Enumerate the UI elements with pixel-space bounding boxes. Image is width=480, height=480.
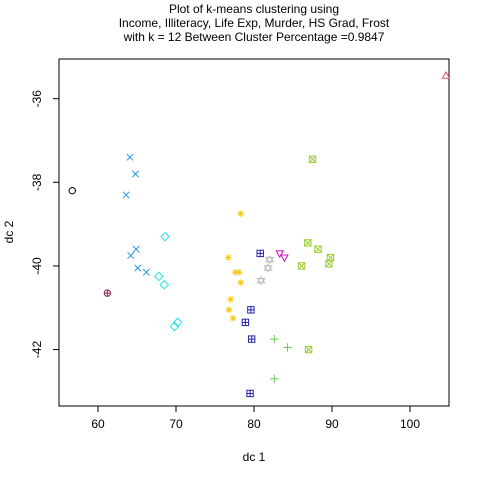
y-axis: -42 -40 -38 -36 bbox=[30, 90, 59, 359]
chart-title-line: Plot of k-means clustering using bbox=[169, 2, 339, 16]
data-point bbox=[169, 321, 180, 332]
data-point bbox=[441, 71, 451, 79]
y-tick-label: -36 bbox=[30, 90, 44, 108]
data-point bbox=[297, 262, 306, 270]
data-point bbox=[134, 264, 142, 272]
data-point bbox=[229, 315, 237, 322]
data-point bbox=[237, 210, 244, 217]
y-tick-label: -40 bbox=[30, 257, 44, 275]
x-tick-label: 90 bbox=[325, 417, 339, 431]
data-point bbox=[153, 271, 164, 282]
data-point bbox=[280, 254, 289, 263]
data-point bbox=[172, 317, 183, 328]
data-point bbox=[68, 186, 76, 195]
data-point bbox=[247, 306, 255, 314]
y-tick-label: -38 bbox=[30, 173, 44, 191]
data-point bbox=[283, 343, 292, 352]
data-point bbox=[127, 251, 135, 260]
x-tick-label: 60 bbox=[91, 417, 105, 431]
data-point bbox=[270, 334, 279, 344]
data-point bbox=[122, 191, 130, 199]
chart-title: Plot of k-means clustering usingIncome, … bbox=[119, 2, 390, 44]
plot-frame bbox=[58, 58, 450, 407]
x-axis-label: dc 1 bbox=[243, 450, 266, 464]
data-point bbox=[256, 249, 264, 258]
data-point bbox=[275, 250, 285, 259]
y-axis-label: dc 2 bbox=[2, 220, 16, 243]
data-point bbox=[227, 296, 234, 303]
data-point bbox=[263, 263, 273, 273]
data-point bbox=[304, 345, 313, 354]
x-axis: 60 70 80 90 100 bbox=[91, 406, 420, 431]
data-point bbox=[126, 153, 134, 161]
data-point bbox=[265, 255, 275, 265]
data-point bbox=[247, 335, 256, 343]
data-point bbox=[314, 245, 322, 253]
data-point bbox=[326, 253, 335, 262]
data-point bbox=[159, 279, 170, 290]
x-tick-label: 80 bbox=[247, 417, 261, 431]
data-point bbox=[235, 269, 243, 276]
chart-title-line: with k = 12 Between Cluster Percentage =… bbox=[123, 30, 385, 44]
data-point bbox=[304, 239, 312, 247]
data-point bbox=[325, 260, 333, 268]
data-point bbox=[160, 231, 170, 242]
data-point bbox=[131, 170, 139, 178]
data-point bbox=[132, 245, 140, 253]
x-tick-label: 70 bbox=[169, 417, 183, 431]
x-tick-label: 100 bbox=[400, 417, 420, 431]
data-point bbox=[225, 306, 233, 314]
data-point bbox=[270, 374, 279, 383]
data-point bbox=[142, 268, 150, 276]
data-point bbox=[225, 254, 232, 261]
data-point bbox=[308, 155, 317, 164]
chart-title-line: Income, Illiteracy, Life Exp, Murder, HS… bbox=[119, 16, 390, 30]
data-point bbox=[256, 275, 266, 286]
data-point bbox=[241, 318, 250, 327]
data-points bbox=[68, 71, 451, 398]
data-point bbox=[246, 389, 254, 398]
data-point bbox=[237, 279, 244, 286]
data-point bbox=[103, 289, 112, 297]
y-tick-label: -42 bbox=[30, 341, 44, 359]
